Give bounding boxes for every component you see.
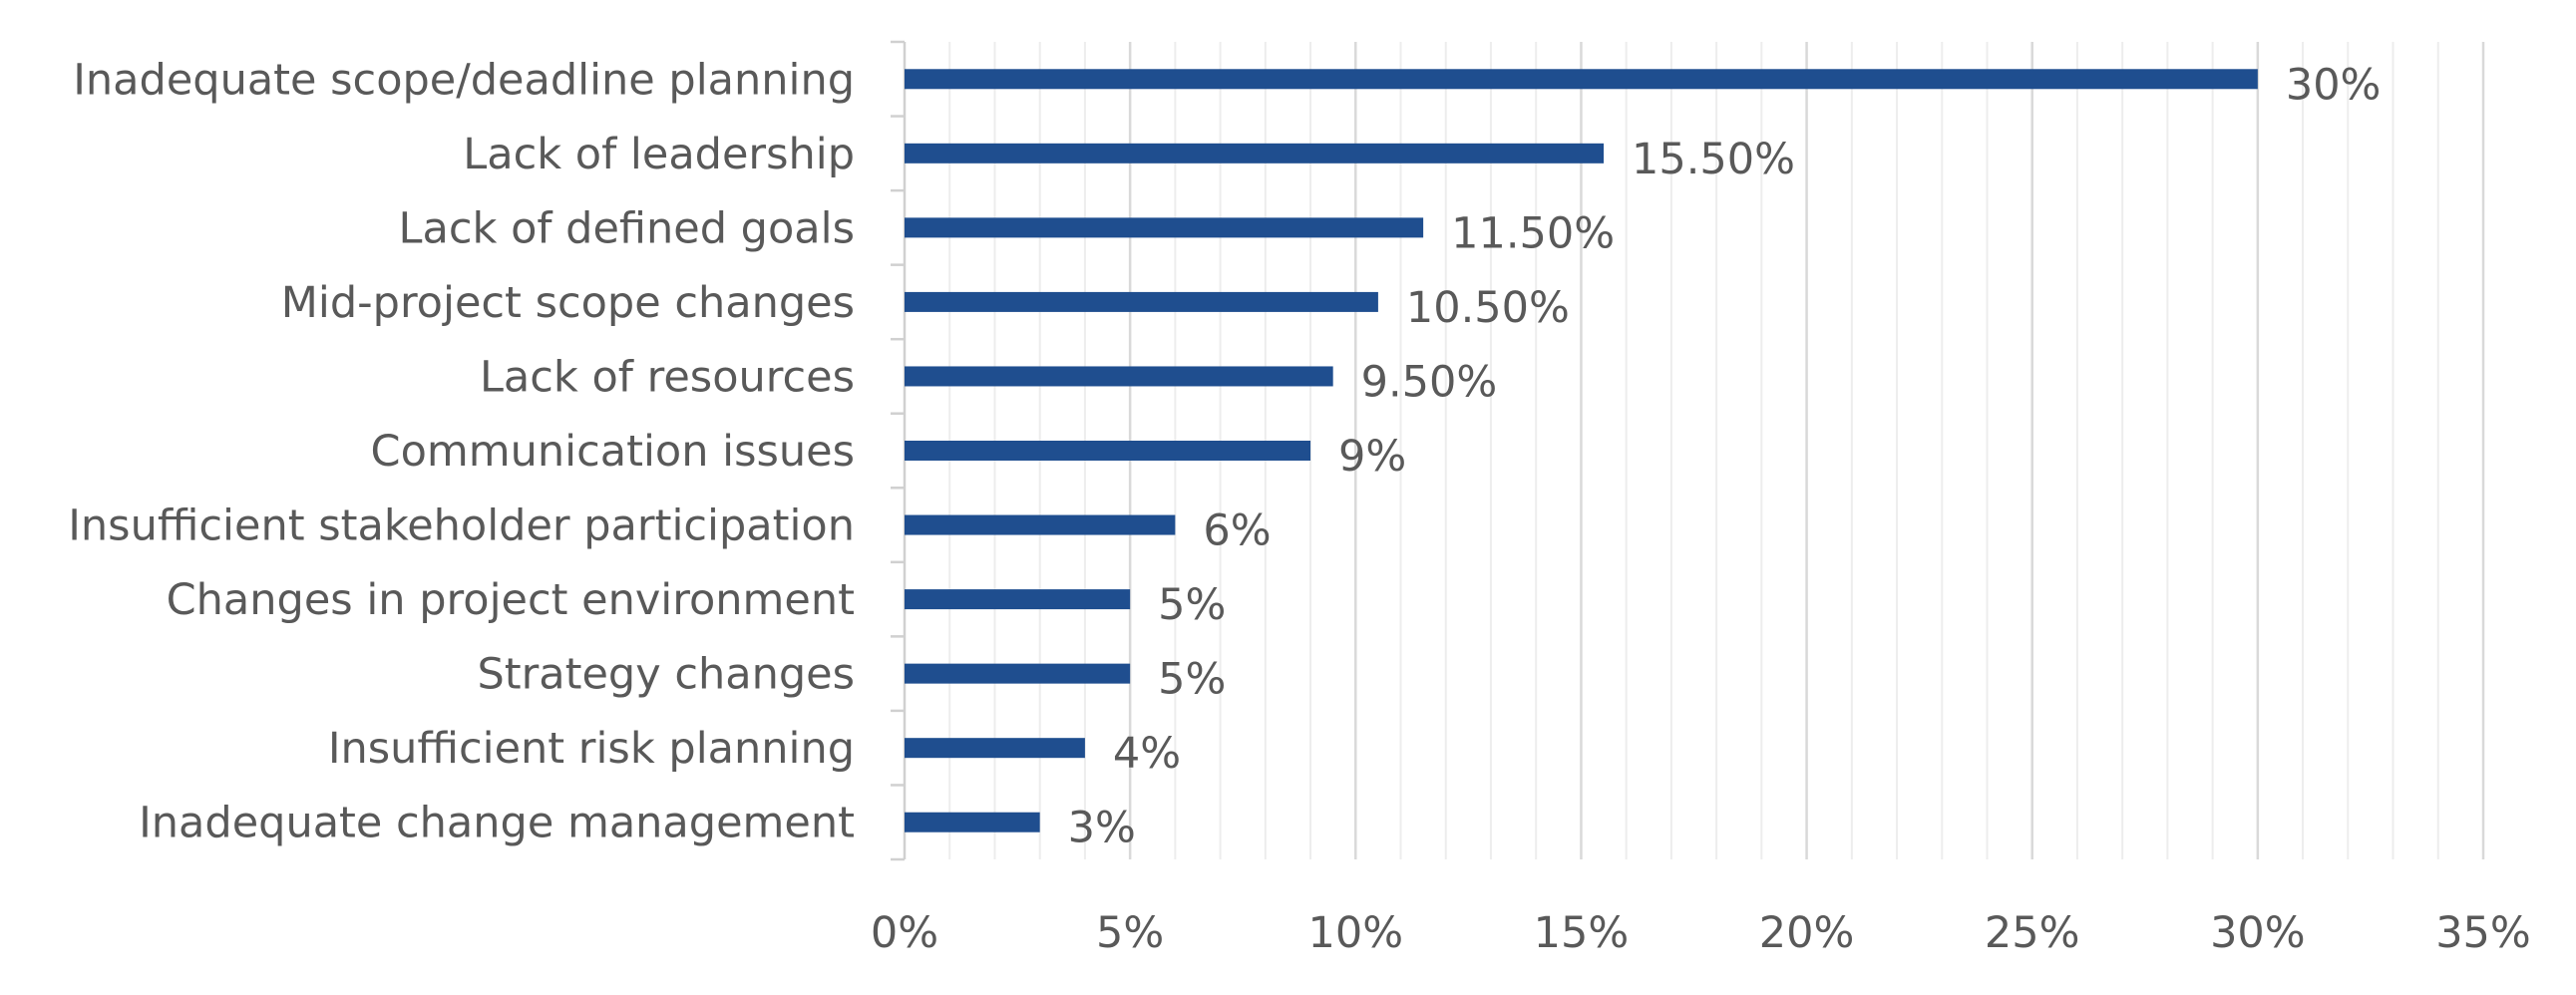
bar bbox=[905, 441, 1311, 461]
category-label: Inadequate scope/deadline planning bbox=[73, 55, 855, 105]
category-label: Insufficient risk planning bbox=[328, 724, 855, 774]
axis-layer: 0% 5% 10% 15% 20% 25% 30% 35% bbox=[871, 40, 2531, 958]
x-tick-label: 30% bbox=[2210, 908, 2306, 958]
data-label: 3% bbox=[1068, 804, 1136, 853]
category-label: Strategy changes bbox=[477, 650, 855, 700]
bar bbox=[905, 143, 1605, 164]
x-tick-label: 5% bbox=[1096, 908, 1164, 958]
x-tick-label: 25% bbox=[1985, 908, 2080, 958]
grid-layer bbox=[948, 42, 2485, 859]
category-label: Lack of resources bbox=[480, 352, 855, 402]
data-label: 6% bbox=[1203, 506, 1271, 556]
x-tick-label: 10% bbox=[1307, 908, 1403, 958]
category-label: Insufficient stakeholder participation bbox=[68, 501, 855, 551]
data-label: 9% bbox=[1338, 432, 1406, 482]
x-tick-label: 15% bbox=[1534, 908, 1630, 958]
bar bbox=[905, 589, 1131, 610]
bar-layer bbox=[905, 69, 2258, 832]
bar bbox=[905, 514, 1176, 535]
data-label: 5% bbox=[1158, 655, 1226, 705]
category-label: Lack of leadership bbox=[463, 130, 855, 179]
data-label: 9.50% bbox=[1361, 357, 1498, 407]
data-label: 15.50% bbox=[1632, 135, 1795, 184]
category-label: Communication issues bbox=[371, 427, 855, 477]
data-label: 4% bbox=[1113, 729, 1181, 779]
category-label: Lack of defined goals bbox=[399, 203, 855, 253]
bar bbox=[905, 366, 1333, 387]
bar bbox=[905, 812, 1040, 832]
x-tick-label: 0% bbox=[871, 908, 938, 958]
data-label: 10.50% bbox=[1406, 283, 1570, 333]
category-label: Inadequate change management bbox=[139, 799, 855, 848]
bar bbox=[905, 663, 1131, 684]
category-label: Changes in project environment bbox=[167, 575, 855, 625]
x-tick-label: 20% bbox=[1759, 908, 1855, 958]
data-label: 30% bbox=[2286, 60, 2382, 110]
bar bbox=[905, 291, 1378, 312]
x-tick-label: 35% bbox=[2435, 908, 2531, 958]
bar bbox=[905, 69, 2258, 90]
bar bbox=[905, 738, 1085, 759]
label-layer: Inadequate scope/deadline planning 30% Lac… bbox=[68, 55, 2381, 852]
bar bbox=[905, 217, 1424, 238]
data-label: 11.50% bbox=[1451, 208, 1615, 258]
data-label: 5% bbox=[1158, 580, 1226, 630]
category-label: Mid-project scope changes bbox=[281, 278, 855, 328]
